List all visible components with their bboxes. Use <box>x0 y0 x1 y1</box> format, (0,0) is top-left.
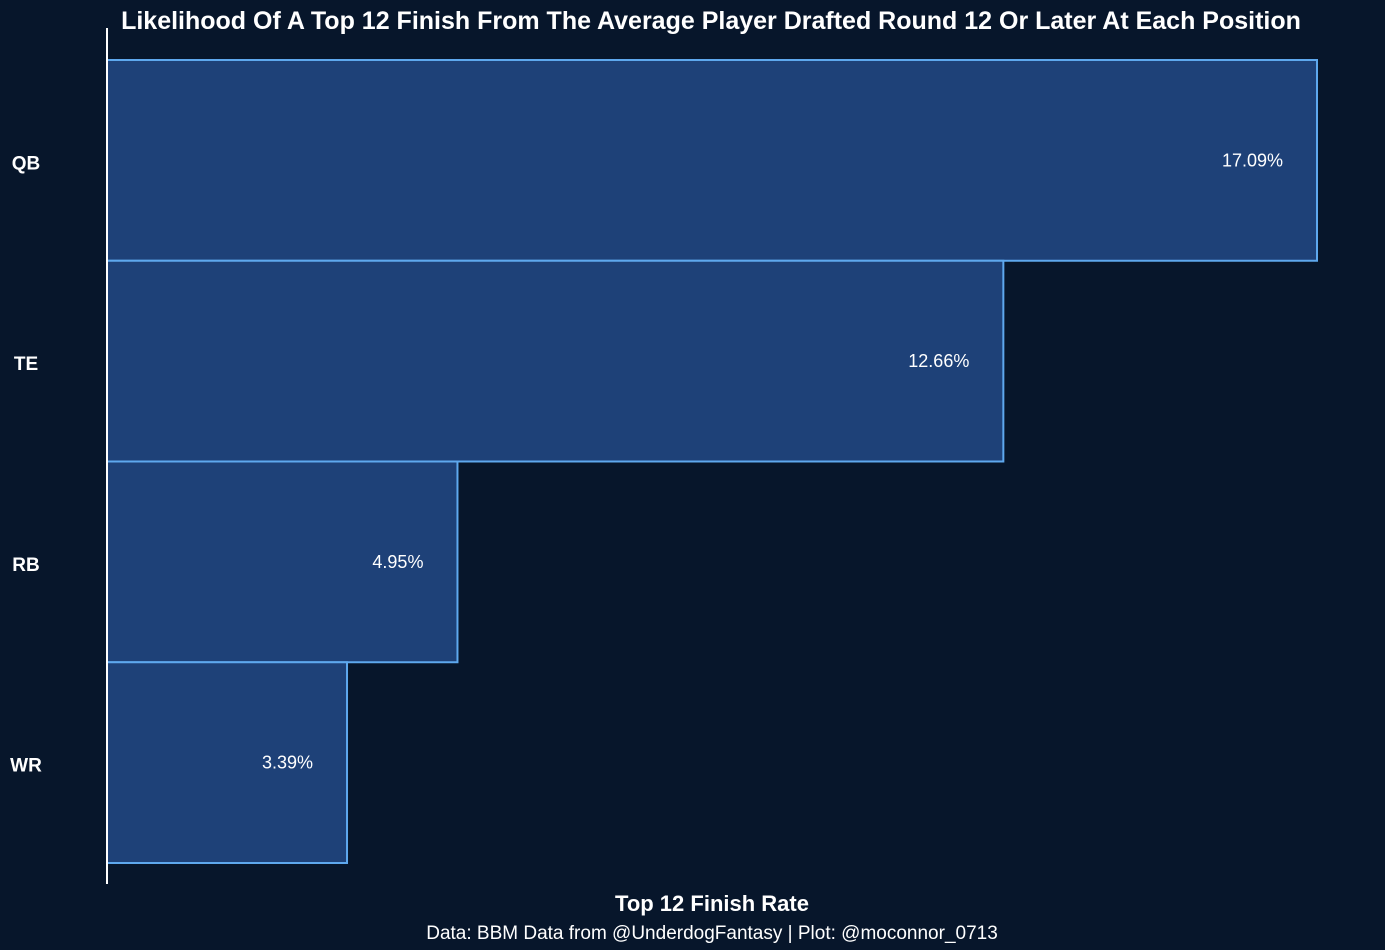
bar-qb <box>106 59 1318 262</box>
y-tick-rb: RB <box>12 555 39 576</box>
x-axis-label: Top 12 Finish Rate <box>615 891 809 916</box>
bar-rb <box>106 460 459 664</box>
bars-layer <box>106 59 1318 864</box>
data-label-qb: 17.09% <box>1222 150 1283 170</box>
data-label-wr: 3.39% <box>262 753 313 773</box>
chart-title: Likelihood Of A Top 12 Finish From The A… <box>121 7 1301 35</box>
y-tick-wr: WR <box>10 756 42 777</box>
y-tick-qb: QB <box>12 153 41 174</box>
y-tick-te: TE <box>14 354 38 375</box>
data-label-rb: 4.95% <box>372 552 423 572</box>
data-label-te: 12.66% <box>908 351 969 371</box>
bar-te <box>106 259 1005 463</box>
chart-caption: Data: BBM Data from @UnderdogFantasy | P… <box>426 923 998 944</box>
labels-layer: 17.09% QB 12.66% TE 4.95% RB 3.39% WR <box>10 150 1283 776</box>
bar-wr <box>106 661 349 864</box>
